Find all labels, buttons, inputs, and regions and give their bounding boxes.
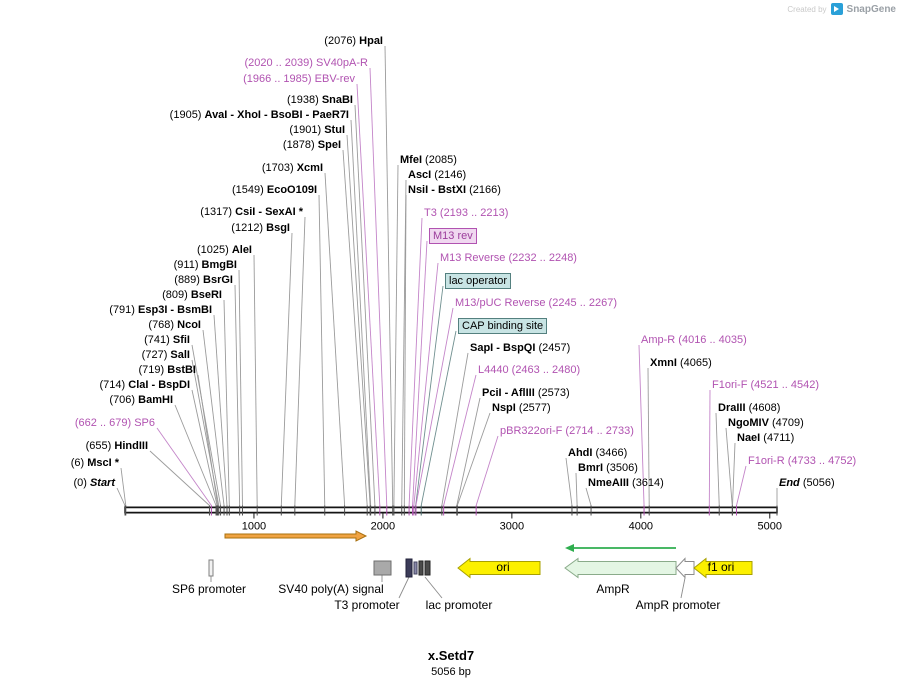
- leader-line-start: [116, 487, 126, 506]
- leader-line-t3: [408, 217, 423, 506]
- leader-line-lac-operator: [415, 285, 444, 506]
- leader-line-csii-sexai: [294, 216, 306, 506]
- snapgene-logo-icon: [830, 3, 843, 15]
- leader-line-alei: [253, 254, 258, 506]
- leader-line-esp3i-bsmbi: [213, 314, 228, 506]
- leader-line-ngomiv: [725, 427, 733, 506]
- leader-line-f1ori-r: [736, 465, 747, 506]
- feature-leader-line: [680, 577, 686, 599]
- watermark-brand: SnapGene: [846, 3, 896, 15]
- leader-line-sv40pa-r: [369, 67, 388, 506]
- leader-line-xcmi: [324, 172, 346, 506]
- leader-line-avai-xhoi-bsobi-paer7i: [350, 119, 372, 506]
- leader-line-amp-r: [638, 344, 645, 506]
- leader-line-spei: [342, 149, 368, 506]
- leader-line-bstbi: [197, 374, 219, 506]
- leader-line-bsgi: [280, 232, 293, 506]
- insert-cds-arrow[interactable]: [224, 530, 368, 542]
- leader-line-ncoi: [202, 329, 225, 506]
- sp6-promoter-box[interactable]: [208, 559, 214, 577]
- leader-line-xmni: [647, 367, 650, 506]
- leader-line-bseri: [223, 299, 230, 506]
- leader-line-sapi-bspqi: [441, 352, 469, 506]
- plasmid-length: 5056 bp: [431, 666, 471, 678]
- feature-leader-line: [424, 576, 443, 599]
- leader-line-clai-bspdi: [191, 389, 218, 506]
- leader-line-f1ori-f: [708, 389, 711, 506]
- leader-line-asci: [401, 179, 407, 506]
- leader-line-nspi: [456, 412, 491, 506]
- leader-line-msci: [120, 467, 127, 506]
- ruler-tick-label: 2000: [371, 521, 395, 533]
- leader-line-ebv-rev: [356, 83, 381, 506]
- ruler-tick-label: 4000: [629, 521, 653, 533]
- title-block: x.Setd7 5056 bp: [428, 648, 474, 678]
- ruler-tick-label: 1000: [242, 521, 266, 533]
- t3-promoter-box[interactable]: [405, 558, 413, 578]
- leader-line-l4440: [443, 374, 477, 506]
- plasmid-title: x.Setd7: [427, 648, 475, 663]
- leader-line-nsii-bstxi: [403, 194, 407, 506]
- leader-line-hpai: [384, 45, 394, 506]
- leader-line-bmgbi: [238, 269, 243, 506]
- leader-line-bmri: [575, 472, 578, 506]
- t3-promoter-box-2[interactable]: [413, 561, 418, 575]
- ampr-promoter-arrow[interactable]: [675, 557, 695, 579]
- ruler-tick-label: 3000: [500, 521, 524, 533]
- leader-line-naei: [732, 442, 736, 506]
- leader-line-pbr322ori-f: [475, 435, 499, 506]
- leader-line-sfii: [191, 344, 221, 506]
- watermark: Created by SnapGene: [787, 3, 896, 15]
- leader-line-snabi: [354, 104, 376, 506]
- leader-line-pcii-afliii: [456, 397, 481, 506]
- leader-line-bamhi: [174, 404, 217, 506]
- sv40-polya-box[interactable]: [373, 560, 392, 576]
- leader-line-m13-puc-reverse: [415, 307, 454, 506]
- leader-line-bsrgi: [234, 284, 241, 506]
- leader-line-nmeaiii: [585, 487, 592, 506]
- leader-line-ecoo109i: [318, 194, 326, 506]
- leader-line-m13-reverse: [413, 262, 439, 506]
- watermark-text: Created by: [787, 4, 827, 14]
- leader-line-stui: [346, 134, 371, 506]
- leader-line-mfei: [393, 164, 399, 506]
- feature-leader-line: [398, 576, 410, 599]
- leader-line-cap-binding-site: [420, 330, 457, 506]
- leader-line-m13-rev: [412, 240, 428, 506]
- ori-arrow[interactable]: [457, 557, 541, 579]
- lac-promoter-box-2[interactable]: [424, 560, 431, 576]
- ampr-arrow[interactable]: [564, 557, 677, 579]
- leader-line-draiii: [715, 412, 720, 506]
- lac-promoter-box[interactable]: [418, 560, 424, 576]
- leader-line-hindiii: [149, 450, 210, 506]
- snapgene-flag-icon: [834, 6, 840, 12]
- leader-line-ahdi: [565, 457, 573, 506]
- f1-ori-arrow[interactable]: [693, 557, 753, 579]
- ampr-direction-arrow-head: [565, 544, 574, 552]
- ruler-tick-label: 5000: [758, 521, 782, 533]
- leader-line-sp6: [156, 427, 212, 506]
